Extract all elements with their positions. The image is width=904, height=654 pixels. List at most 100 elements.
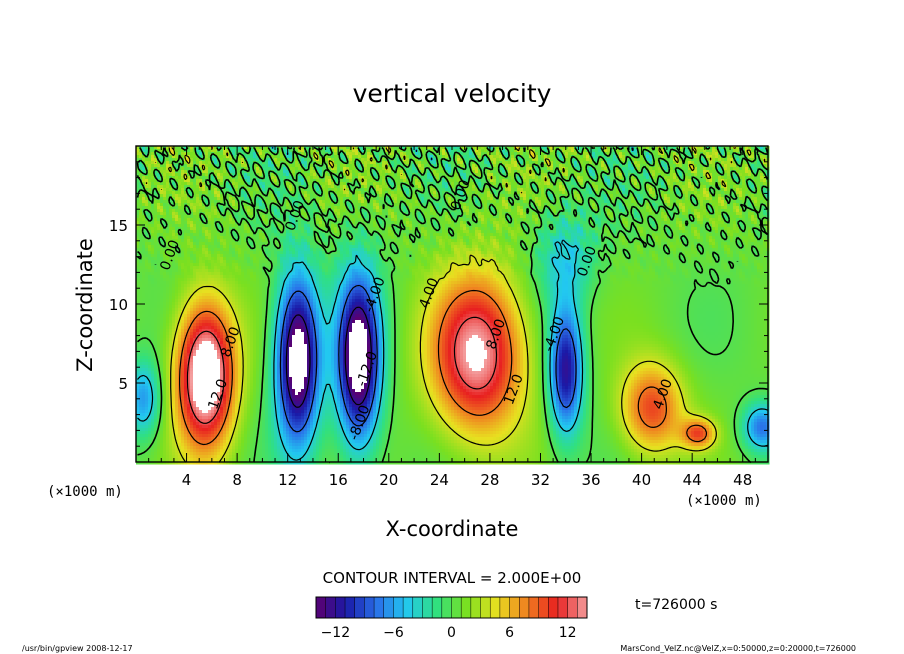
heatmap-cell [334,185,338,189]
heatmap-cell [670,188,674,192]
heatmap-cell [331,182,335,186]
heatmap-cell [517,146,521,150]
heatmap-cell [340,155,344,159]
heatmap-cell [580,146,584,150]
heatmap-cell [391,161,395,165]
heatmap-cell [163,152,167,156]
heatmap-cell [160,146,164,150]
heatmap-cell [739,173,743,177]
heatmap-cell [346,185,350,189]
heatmap-cell [658,170,662,174]
heatmap-cell [394,188,398,192]
heatmap-cell [559,164,563,168]
heatmap-cell [511,182,515,186]
heatmap-cell [166,164,170,168]
heatmap-cell [565,155,569,159]
heatmap-cell [340,179,344,183]
heatmap-cell [436,182,440,186]
heatmap-cell [478,179,482,183]
heatmap-cell [712,170,716,174]
heatmap-cell [256,173,260,177]
heatmap-cell [628,155,632,159]
heatmap-cell [715,170,719,174]
heatmap-cell [190,185,194,189]
heatmap-cell [259,155,263,159]
heatmap-cell [391,170,395,174]
heatmap-cell [436,173,440,177]
heatmap-cell [196,167,200,171]
heatmap-cell [478,149,482,153]
heatmap-cell [229,149,233,153]
heatmap-cell [415,185,419,189]
heatmap-cell [607,152,611,156]
heatmap-cell [421,158,425,162]
heatmap-cell [259,179,263,183]
heatmap-cell [223,188,227,192]
heatmap-cell [541,158,545,162]
heatmap-cell [448,167,452,171]
heatmap-cell [721,158,725,162]
heatmap-cell [502,185,506,189]
heatmap-cell [265,161,269,165]
heatmap-cell [655,146,659,150]
heatmap-cell [745,176,749,180]
heatmap-cell [358,158,362,162]
heatmap-cell [583,149,587,153]
heatmap-cell [685,164,689,168]
heatmap-cell [589,188,593,192]
heatmap-cell [508,164,512,168]
heatmap-cell [532,146,536,150]
heatmap-cell [580,185,584,189]
heatmap-cell [298,170,302,174]
heatmap-cell [136,149,140,153]
plot-area: 12.08.000.00-12.0-8.00-4.000.004.008.001… [135,145,770,465]
heatmap-cell [676,170,680,174]
heatmap-cell [415,179,419,183]
heatmap-cell [451,188,455,192]
heatmap-cell [637,146,641,150]
heatmap-cell [628,167,632,171]
heatmap-cell [667,158,671,162]
heatmap-cell [517,176,521,180]
heatmap-cell [223,164,227,168]
heatmap-cell [421,152,425,156]
heatmap-cell [700,149,704,153]
heatmap-cell [529,179,533,183]
heatmap-cell [250,173,254,177]
heatmap-cell [280,176,284,180]
heatmap-cell [166,173,170,177]
heatmap-cell [283,146,287,150]
heatmap-cell [535,146,539,150]
heatmap-cell [481,167,485,171]
heatmap-cell [442,155,446,159]
heatmap-cell [688,155,692,159]
heatmap-cell [478,185,482,189]
heatmap-cell [655,164,659,168]
heatmap-cell [760,170,764,174]
heatmap-cell [559,170,563,174]
heatmap-cell [310,146,314,150]
heatmap-cell [598,146,602,150]
heatmap-cell [271,167,275,171]
heatmap-cell [472,185,476,189]
heatmap-cell [727,179,731,183]
heatmap-cell [601,152,605,156]
heatmap-cell [517,164,521,168]
heatmap-cell [466,179,470,183]
heatmap-cell [724,167,728,171]
heatmap-cell [619,158,623,162]
heatmap-cell [439,155,443,159]
heatmap-cell [157,152,161,156]
heatmap-cell [607,155,611,159]
heatmap-cell [505,164,509,168]
heatmap-cell [460,152,464,156]
heatmap-cell [628,170,632,174]
heatmap-cell [214,188,218,192]
heatmap-cell [697,146,701,150]
heatmap-cell [148,188,152,192]
heatmap-cell [220,152,224,156]
heatmap-cell [685,149,689,153]
heatmap-cell [160,170,164,174]
heatmap-cell [238,146,242,150]
heatmap-cell [463,152,467,156]
